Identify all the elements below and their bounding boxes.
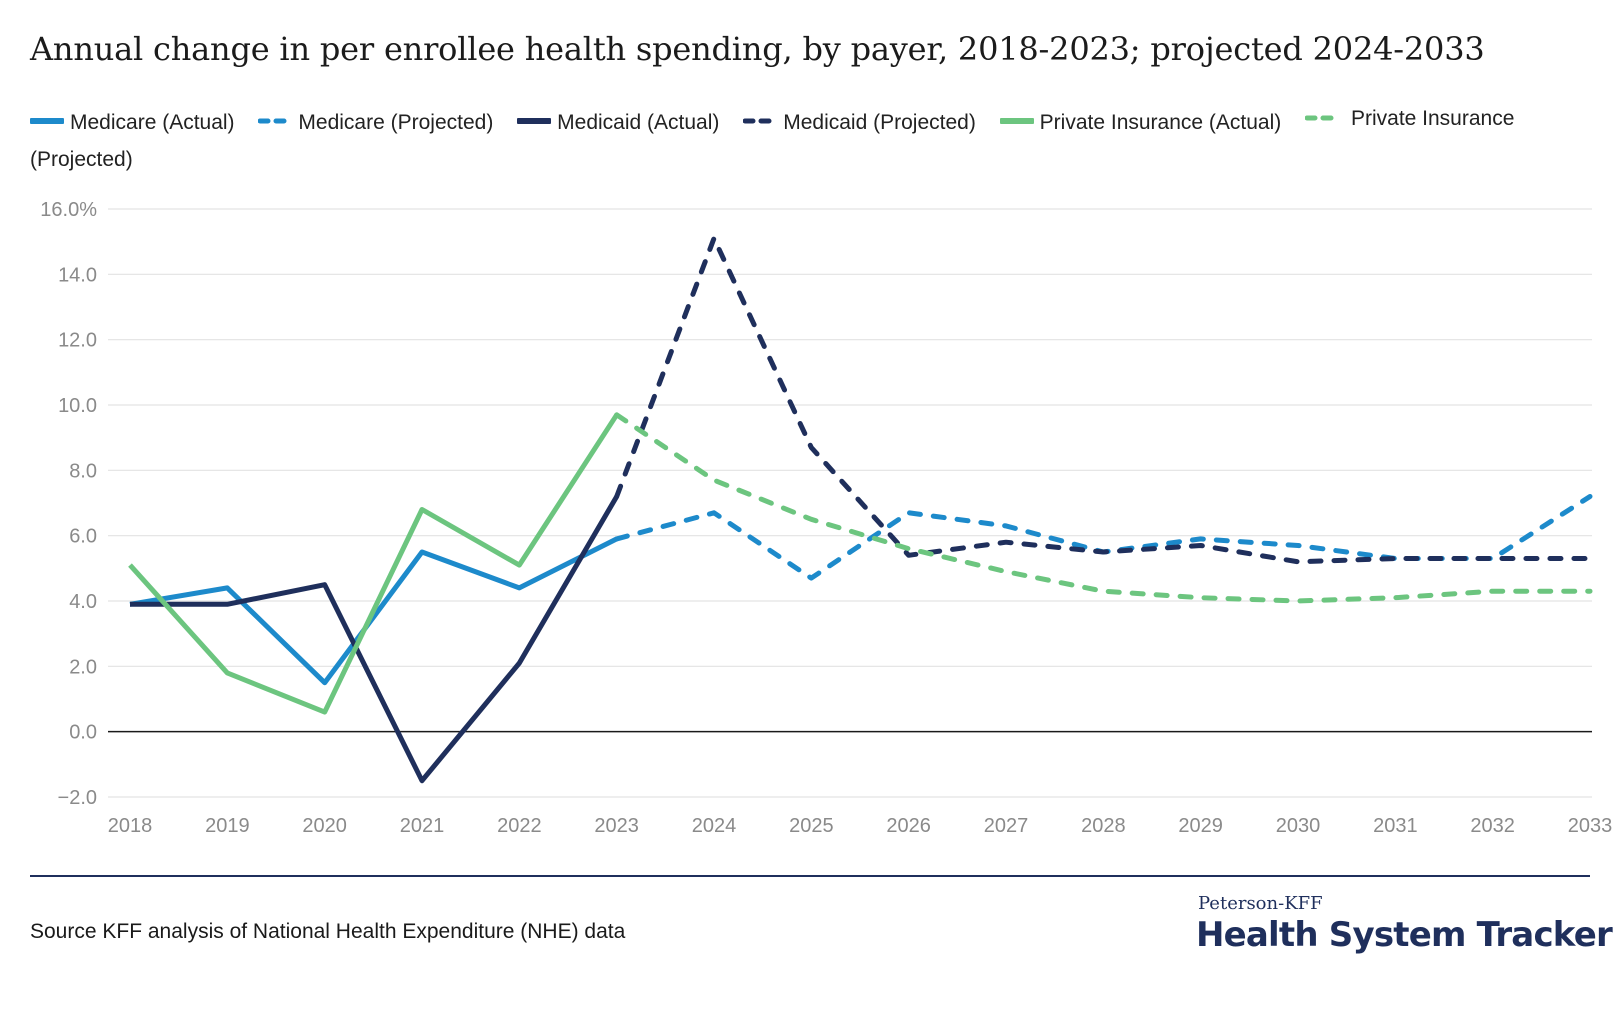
legend-swatch-medicaid-actual [517, 118, 552, 124]
x-tick-label: 2025 [789, 815, 834, 837]
legend-label: Medicare (Projected) [298, 110, 494, 134]
line-chart: −2.0 0.0 2.0 4.0 6.0 8.0 10.0 12.0 14.0 16.0% 201… [40, 199, 1613, 837]
chart-legend: Medicare (Actual) Medicare (Projected) M… [30, 100, 1600, 178]
y-tick-label: 0.0 [69, 722, 97, 744]
series-line-medicaid-projected [614, 235, 1593, 565]
x-tick-label: 2031 [1373, 815, 1418, 837]
legend-label: Private Insurance (Actual) [1039, 110, 1282, 134]
x-tick-label: 2020 [302, 815, 347, 837]
y-tick-label: −2.0 [58, 787, 97, 809]
x-tick-label: 2024 [692, 815, 737, 837]
series-line-private-insurance-projected [614, 412, 1593, 604]
x-tick-label: 2019 [205, 815, 250, 837]
x-tick-label: 2029 [1178, 815, 1223, 837]
legend-label: Medicaid (Projected) [783, 110, 976, 134]
x-tick-label: 2027 [984, 815, 1029, 837]
legend-item-medicaid-actual[interactable]: Medicaid (Actual) [517, 104, 719, 141]
legend-swatch-medicaid-projected [743, 118, 778, 124]
footer-divider [30, 875, 1590, 877]
x-tick-label: 2023 [594, 815, 639, 837]
brand-logo: Health System Tracker [1196, 915, 1613, 955]
series-line-private-insurance-actual [128, 413, 619, 715]
chart-title: Annual change in per enrollee health spe… [30, 30, 1485, 68]
legend-swatch-private-projected [1305, 115, 1340, 121]
y-tick-label: 6.0 [69, 526, 97, 548]
x-tick-label: 2032 [1470, 815, 1515, 837]
x-tick-label: 2021 [400, 815, 445, 837]
brand-subtitle: Peterson-KFF [1198, 893, 1323, 914]
legend-item-private-actual[interactable]: Private Insurance (Actual) [999, 104, 1282, 141]
source-note: Source KFF analysis of National Health E… [30, 920, 626, 943]
y-tick-label: 12.0 [58, 330, 97, 352]
series-line-medicaid-actual [130, 495, 619, 784]
series-lines [128, 235, 1593, 784]
legend-item-medicare-projected[interactable]: Medicare (Projected) [258, 104, 493, 141]
legend-swatch-medicare-actual [30, 118, 64, 124]
legend-swatch-medicare-projected [258, 118, 293, 124]
x-tick-label: 2028 [1081, 815, 1126, 837]
y-tick-label: 2.0 [69, 656, 97, 678]
series-line-medicare-projected [614, 494, 1593, 581]
legend-item-private-projected[interactable]: Private Insurance (Projected) [30, 107, 1514, 171]
y-tick-label: 14.0 [58, 264, 97, 286]
x-tick-label: 2022 [497, 815, 542, 837]
x-tick-label: 2030 [1276, 815, 1321, 837]
x-tick-label: 2026 [886, 815, 931, 837]
x-tick-label: 2018 [108, 815, 153, 837]
y-axis-ticks: −2.0 0.0 2.0 4.0 6.0 8.0 10.0 12.0 14.0 16.0% [40, 199, 97, 809]
legend-label: Medicare (Actual) [70, 110, 235, 134]
y-tick-label: 10.0 [58, 395, 97, 417]
legend-item-medicare-actual[interactable]: Medicare (Actual) [30, 104, 235, 141]
y-tick-label: 8.0 [69, 460, 97, 482]
x-tick-label: 2033 [1568, 815, 1613, 837]
y-tick-label: 4.0 [69, 591, 97, 613]
legend-label: Private Insurance (Projected) [30, 107, 1515, 171]
y-tick-label: 16.0% [40, 199, 97, 221]
x-axis-ticks: 2018 2019 2020 2021 2022 2023 2024 2025 2026 2027… [108, 815, 1613, 837]
gridlines [108, 208, 1592, 798]
legend-item-medicaid-projected[interactable]: Medicaid (Projected) [743, 104, 976, 141]
legend-swatch-private-actual [999, 118, 1034, 124]
legend-label: Medicaid (Actual) [557, 110, 720, 134]
series-line-medicare-actual [129, 536, 618, 686]
